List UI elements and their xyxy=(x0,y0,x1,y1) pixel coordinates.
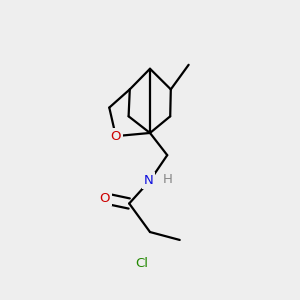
Text: O: O xyxy=(111,130,121,142)
Text: Cl: Cl xyxy=(135,257,148,270)
Text: N: N xyxy=(144,174,153,187)
Text: O: O xyxy=(100,192,110,205)
Text: H: H xyxy=(162,173,172,186)
